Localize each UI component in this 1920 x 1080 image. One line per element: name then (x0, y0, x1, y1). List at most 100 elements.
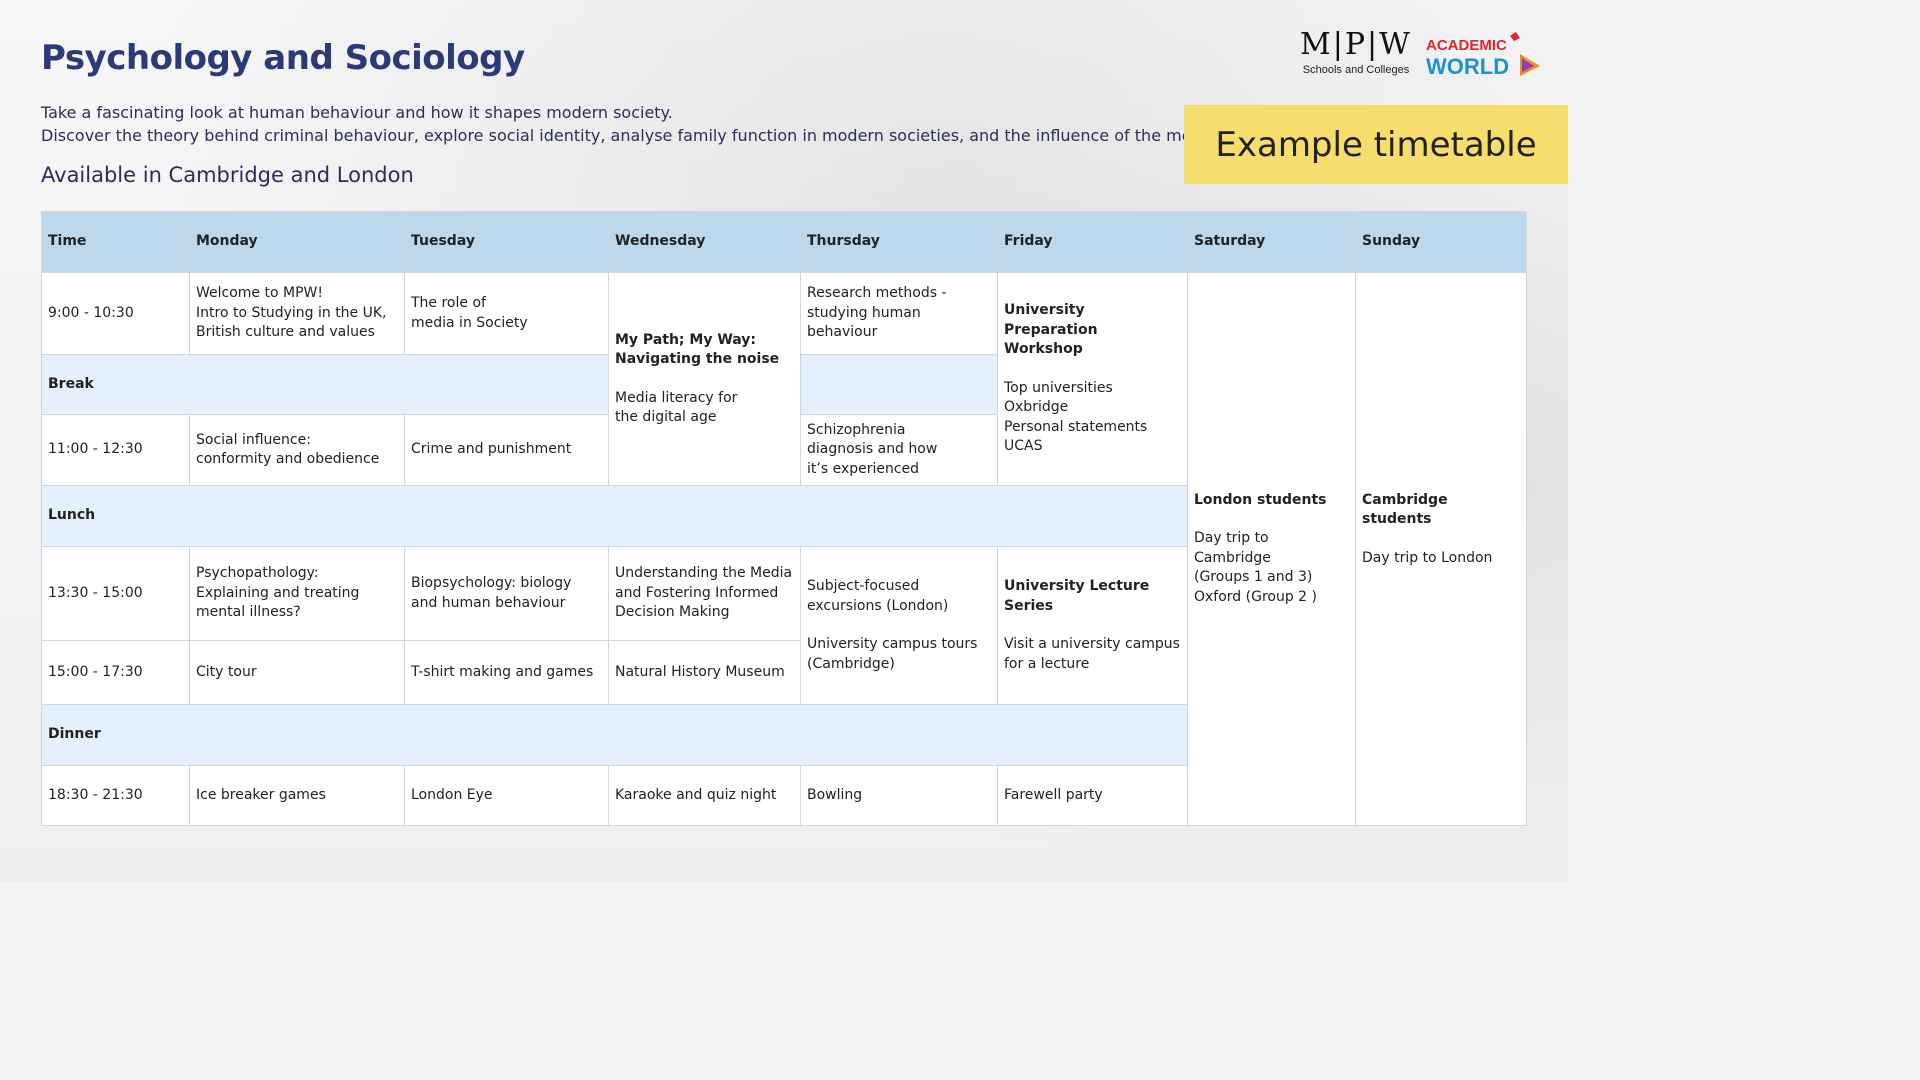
wednesday-session-4: Natural History Museum (608, 640, 801, 705)
cell-line: the digital age (615, 409, 717, 425)
academic-logo-text: ACADEMIC (1426, 37, 1507, 54)
tuesday-session-3: Biopsychology: biology and human behavio… (404, 546, 609, 641)
tuesday-session-4: T-shirt making and games (404, 640, 609, 705)
mpw-logo-subtitle: Schools and Colleges (1302, 64, 1410, 76)
page-title: Psychology and Sociology (41, 38, 525, 78)
cell-line: media in Society (411, 314, 528, 331)
lunch-label: Lunch (41, 485, 1188, 547)
cell-line: studying human behaviour (807, 304, 921, 341)
header-saturday: Saturday (1187, 211, 1356, 273)
tuesday-session-1: The role of media in Society (404, 272, 609, 355)
friday-morning-session: University Preparation Workshop Top univ… (997, 272, 1188, 486)
cell-line: Personal statements (1004, 418, 1148, 435)
cell-title-line: Workshop (1004, 341, 1083, 358)
cell-line: Biopsychology: biology (411, 575, 572, 591)
timetable-header-row: Time Monday Tuesday Wednesday Thursday F… (41, 211, 1527, 273)
cell-line: Oxford (Group 2 ) (1194, 588, 1317, 605)
intro-text: Take a fascinating look at human behavio… (41, 101, 1221, 147)
cell-line: it’s experienced (807, 460, 920, 477)
wednesday-session-3: Understanding the Media and Fostering In… (608, 546, 801, 641)
availability-text: Available in Cambridge and London (41, 163, 414, 187)
cell-title-line: My Path; My Way: (615, 331, 757, 348)
monday-session-1: Welcome to MPW! Intro to Studying in the… (189, 272, 405, 355)
cell-line: Visit a university campus (1004, 636, 1180, 652)
example-timetable-label: Example timetable (1215, 124, 1537, 165)
cell-line: Psychopathology: (196, 565, 319, 582)
header-thursday: Thursday (800, 211, 998, 273)
intro-line: Take a fascinating look at human behavio… (41, 103, 673, 122)
cell-line: excursions (London) (807, 597, 949, 614)
timetable-row: 11:00 - 12:30 Social influence: conformi… (41, 414, 1527, 486)
time-cell: 9:00 - 10:30 (41, 272, 190, 355)
cell-line: Welcome to MPW! (196, 285, 323, 302)
monday-session-4: City tour (189, 640, 405, 705)
cell-line: Subject-focused (807, 578, 920, 594)
cell-title-line: Navigating the noise (615, 351, 780, 367)
timetable: Time Monday Tuesday Wednesday Thursday F… (41, 211, 1527, 826)
time-cell: 18:30 - 21:30 (41, 765, 190, 826)
cell-line: Top universities (1004, 379, 1113, 396)
cell-line: diagnosis and how (807, 441, 938, 458)
cell-line: (Cambridge) (807, 655, 895, 672)
tuesday-session-5: London Eye (404, 765, 609, 826)
cell-line: conformity and obedience (196, 451, 380, 467)
friday-session-5: Farewell party (997, 765, 1188, 826)
timetable-row: 18:30 - 21:30 Ice breaker games London E… (41, 765, 1527, 826)
mpw-logo-letters: M|P|W (1300, 27, 1412, 62)
cell-line: mental illness? (196, 604, 301, 621)
cell-line: Research methods - (807, 285, 947, 302)
cell-line: University campus tours (807, 636, 978, 652)
timetable-row: 15:00 - 17:30 City tour T-shirt making a… (41, 640, 1527, 705)
intro-line: Discover the theory behind criminal beha… (41, 126, 1222, 145)
header-sunday: Sunday (1355, 211, 1527, 273)
thursday-session-2: Schizophrenia diagnosis and how it’s exp… (800, 414, 998, 486)
timetable-row: 9:00 - 10:30 Welcome to MPW! Intro to St… (41, 272, 1527, 826)
break-label: Break (41, 354, 609, 415)
friday-afternoon-session: University Lecture Series Visit a univer… (997, 546, 1188, 705)
cell-line: Day trip to Cambridge (1194, 530, 1271, 566)
cell-line: Intro to Studying in the UK, (196, 304, 387, 321)
sunday-trip: Cambridge students Day trip to London (1355, 272, 1527, 826)
header-monday: Monday (189, 211, 405, 273)
lunch-row: Lunch (41, 485, 1527, 547)
monday-session-3: Psychopathology: Explaining and treating… (189, 546, 405, 641)
cell-line: Schizophrenia (807, 421, 906, 438)
time-cell: 15:00 - 17:30 (41, 640, 190, 705)
cell-line: UCAS (1004, 438, 1043, 455)
cell-line: Decision Making (615, 604, 730, 621)
cell-line: Explaining and treating (196, 584, 360, 601)
thursday-break-cell (800, 354, 998, 415)
thursday-session-1: Research methods - studying human behavi… (800, 272, 998, 355)
timetable-row: 13:30 - 15:00 Psychopathology: Explainin… (41, 546, 1527, 705)
cell-line: (Groups 1 and 3) (1194, 569, 1313, 586)
cell-line: Oxbridge (1004, 399, 1069, 416)
thursday-session-5: Bowling (800, 765, 998, 826)
cell-title-line: Cambridge students (1362, 491, 1448, 528)
cell-title-line: University Lecture Series (1004, 578, 1150, 614)
dinner-label: Dinner (41, 704, 1188, 766)
cell-line: for a lecture (1004, 655, 1090, 672)
monday-session-2: Social influence: conformity and obedien… (189, 414, 405, 486)
arrow-inner-icon (1522, 58, 1534, 72)
cell-line: Media literacy for (615, 389, 738, 406)
tuesday-session-2: Crime and punishment (404, 414, 609, 486)
break-row: Break (41, 354, 1527, 415)
time-cell: 13:30 - 15:00 (41, 546, 190, 641)
saturday-trip: London students Day trip to Cambridge (G… (1187, 272, 1356, 826)
monday-session-5: Ice breaker games (189, 765, 405, 826)
thursday-afternoon-session: Subject-focused excursions (London) Univ… (800, 546, 998, 705)
header-friday: Friday (997, 211, 1188, 273)
cell-line: British culture and values (196, 324, 375, 341)
wednesday-morning-session: My Path; My Way: Navigating the noise Me… (608, 272, 801, 486)
cell-line: The role of (411, 295, 486, 311)
cell-line: Day trip to London (1362, 549, 1493, 566)
wednesday-session-5: Karaoke and quiz night (608, 765, 801, 826)
cell-line: Understanding the Media (615, 565, 793, 582)
dinner-row: Dinner (41, 704, 1527, 766)
header-tuesday: Tuesday (404, 211, 609, 273)
header-wednesday: Wednesday (608, 211, 801, 273)
cell-title-line: London students (1194, 491, 1327, 508)
example-timetable-banner: Example timetable (1184, 105, 1568, 184)
cell-line: Social influence: (196, 431, 311, 448)
cell-line: and Fostering Informed (615, 584, 779, 601)
